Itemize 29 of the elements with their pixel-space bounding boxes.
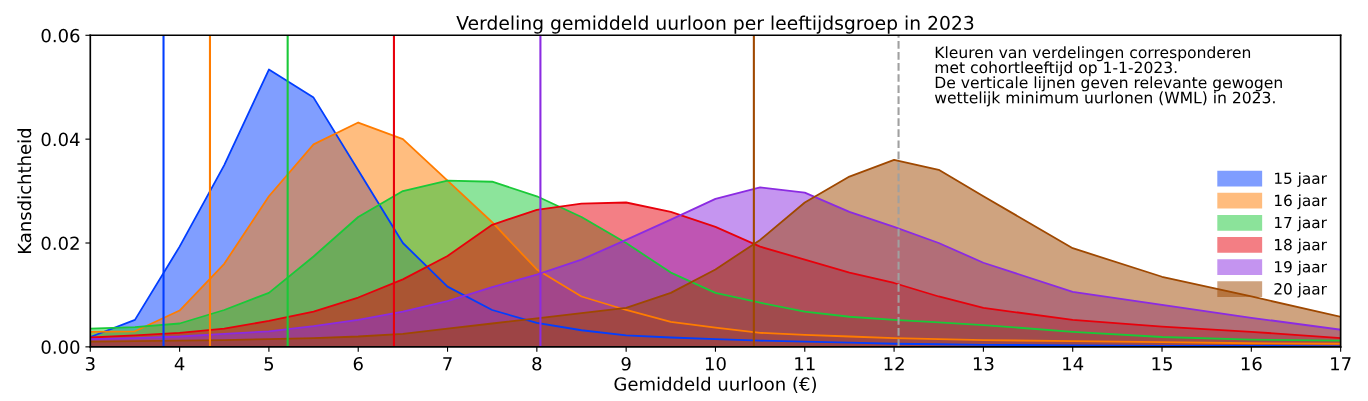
x-tick-label: 17 — [1331, 357, 1351, 371]
x-tick-label: 12 — [884, 356, 904, 371]
legend-label: 17 jaar — [1275, 216, 1327, 232]
x-tick-label: 14 — [1063, 357, 1084, 371]
x-tick-label: 9 — [621, 356, 631, 371]
y-axis-title: Kansdichtheid — [17, 129, 32, 253]
x-tick-label: 4 — [174, 357, 185, 371]
x-tick-label: 11 — [795, 357, 815, 371]
y-tick-label: 0.02 — [41, 236, 79, 251]
x-tick-label: 3 — [85, 356, 95, 371]
legend-label: 15 jaar — [1275, 172, 1327, 188]
y-tick-label: 0.04 — [41, 132, 80, 147]
legend-label: 20 jaar — [1274, 282, 1327, 298]
annotation: Kleuren van verdelingen corresponderen met cohortleeftijd op 1-1-2023. De verticale lijnen geven relevante gewogen wettelijk minimum uurlonen (WML) in 2023. — [934, 46, 1282, 107]
y-tick-label: 0.06 — [41, 28, 80, 43]
x-tick-label: 13 — [973, 356, 994, 371]
chart-title: Verdeling gemiddeld uurloon per leeftijdsgroep in 2023 — [456, 15, 974, 34]
legend-label: 19 jaar — [1275, 260, 1327, 276]
x-tick-label: 5 — [264, 357, 274, 371]
x-tick-label: 6 — [353, 356, 363, 371]
y-tick-label: 0.00 — [41, 340, 80, 354]
x-tick-label: 15 — [1152, 357, 1172, 371]
x-tick-label: 16 — [1241, 356, 1262, 371]
legend-label: 18 jaar — [1275, 238, 1327, 254]
legend-label: 16 jaar — [1275, 194, 1327, 210]
x-tick-label: 8 — [532, 356, 542, 371]
x-tick-label: 10 — [705, 356, 726, 371]
x-axis-title: Gemiddeld uurloon (€) — [614, 376, 816, 393]
x-tick-label: 7 — [443, 357, 452, 371]
